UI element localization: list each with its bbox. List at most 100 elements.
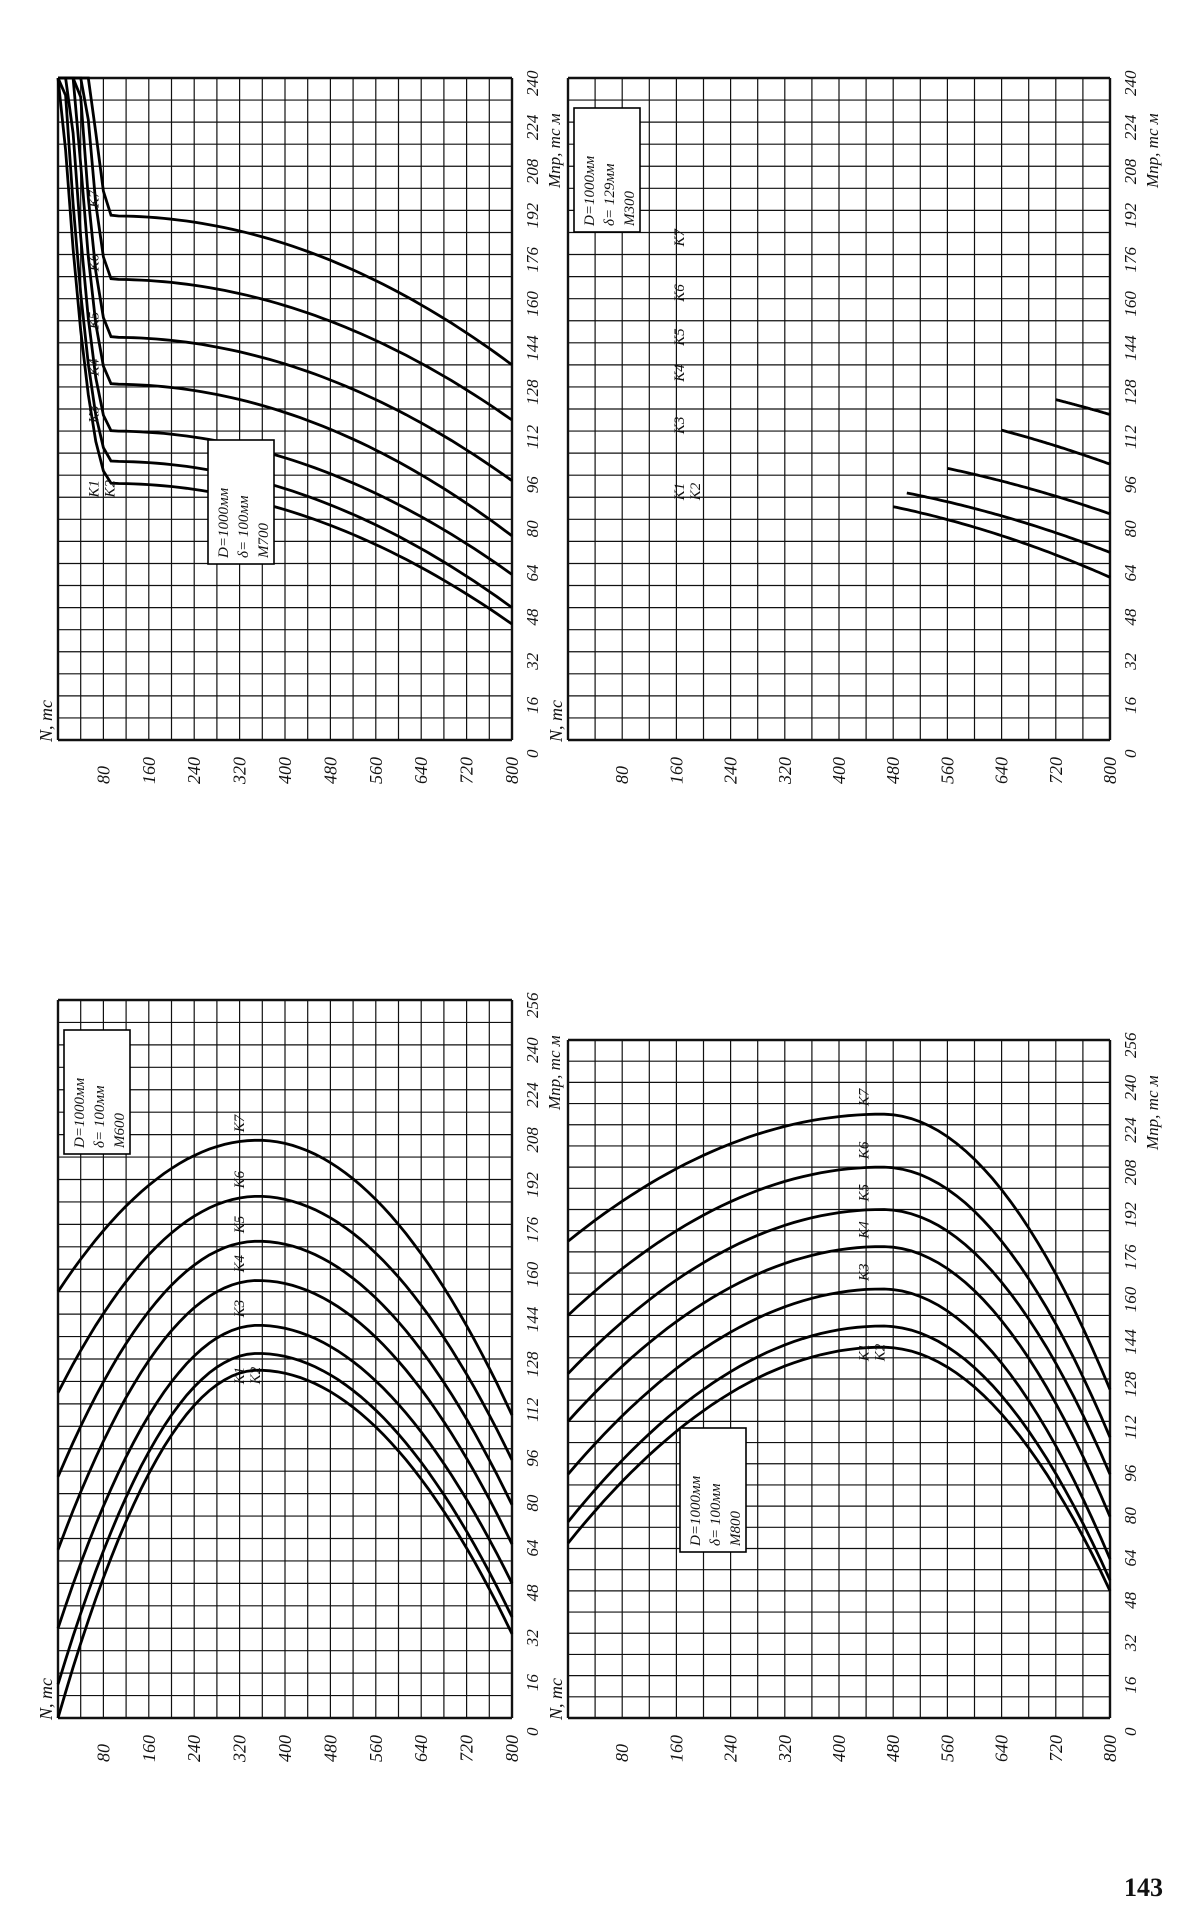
y-tick-label: 560 — [937, 757, 957, 784]
x-tick-label: 96 — [523, 1449, 542, 1467]
curve-k6 — [56, 1195, 514, 1461]
x-tick-label: 80 — [523, 520, 542, 538]
x-tick-label: 64 — [1121, 564, 1140, 582]
curve-k7 — [567, 1112, 1112, 1391]
chart-2: K1 K2K3K4K5K6K780072064056048040032024016… — [546, 70, 1162, 785]
y-tick-label: 240 — [184, 757, 204, 784]
curve-k3 — [56, 1324, 514, 1629]
curve-k2 — [906, 491, 1111, 554]
y-tick-label: 800 — [502, 1735, 522, 1762]
x-tick-label: 144 — [1121, 335, 1140, 361]
series-label-k7: K7 — [232, 1113, 248, 1133]
series-label-k2: K2 — [248, 1366, 264, 1385]
x-tick-label: 80 — [523, 1494, 542, 1512]
series-label-k2: K2 — [688, 482, 704, 501]
series-label-k2: K2 — [872, 1343, 888, 1362]
y-axis-title: N, тс — [546, 1678, 566, 1721]
y-tick-label: 160 — [666, 1735, 686, 1762]
x-tick-label: 0 — [523, 749, 542, 758]
y-tick-label: 240 — [184, 1735, 204, 1762]
x-tick-label: 192 — [523, 1172, 542, 1198]
annotation-line: δ= 100мм — [708, 1483, 724, 1546]
annotation-box — [63, 1029, 131, 1155]
y-tick-label: 800 — [502, 757, 522, 784]
annotation-line: δ= 100мм — [92, 1085, 108, 1148]
y-tick-label: 320 — [230, 1735, 250, 1763]
x-tick-label: 128 — [523, 1351, 542, 1377]
x-tick-label: 80 — [1121, 1507, 1140, 1525]
x-tick-label: 224 — [523, 1082, 542, 1108]
series-label-k6: K6 — [672, 284, 688, 303]
y-tick-label: 160 — [139, 1735, 159, 1762]
x-tick-label: 32 — [523, 1629, 542, 1648]
x-tick-label: 240 — [1121, 1074, 1140, 1100]
chart-3: K1 K2K3K4K5K6K780072064056048040032024016… — [36, 992, 564, 1763]
y-tick-label: 80 — [612, 766, 632, 784]
curve-k5 — [566, 1208, 1112, 1475]
y-tick-label: 400 — [829, 1735, 849, 1762]
annotation-box — [207, 439, 275, 565]
x-tick-label: 176 — [523, 1216, 542, 1242]
series-label-k5: K5 — [856, 1183, 872, 1202]
x-tick-label: 240 — [523, 1037, 542, 1063]
curve-k4 — [58, 76, 513, 538]
y-tick-label: 160 — [139, 757, 159, 784]
series-label-k1: K1 — [672, 483, 688, 502]
x-tick-label: 176 — [1121, 247, 1140, 273]
curve-k3 — [947, 467, 1111, 516]
y-tick-label: 560 — [366, 1735, 386, 1762]
x-tick-label: 48 — [1121, 1591, 1140, 1609]
curve-k1 — [56, 1368, 514, 1719]
x-tick-label: 240 — [523, 70, 542, 96]
series-label-k4: K4 — [672, 364, 688, 383]
x-tick-label: 112 — [1121, 424, 1140, 449]
x-tick-label: 192 — [1121, 202, 1140, 228]
curve-k2 — [56, 1352, 514, 1685]
y-tick-label: 480 — [320, 757, 340, 784]
x-tick-label: 0 — [523, 1727, 542, 1736]
chart-4: K1 K2K3K4K5K6K780072064056048040032024016… — [546, 1032, 1162, 1763]
x-tick-label: 176 — [1121, 1244, 1140, 1270]
annotation-line: D=1000мм — [582, 155, 598, 227]
curve-k4 — [566, 1245, 1112, 1518]
y-tick-label: 480 — [883, 1735, 903, 1762]
y-tick-label: 720 — [1046, 757, 1066, 784]
x-tick-label: 192 — [1121, 1202, 1140, 1228]
y-tick-label: 560 — [366, 757, 386, 784]
y-tick-label: 480 — [320, 1735, 340, 1762]
y-tick-label: 240 — [721, 757, 741, 784]
annotation-line: M600 — [112, 1113, 128, 1149]
series-label-k1: K1 — [232, 1367, 248, 1386]
x-tick-label: 144 — [1121, 1329, 1140, 1355]
annotation-line: D=1000мм — [72, 1077, 88, 1149]
series-label-k3: K3 — [86, 406, 102, 425]
series-label-k4: K4 — [86, 358, 102, 377]
annotation-line: M700 — [256, 523, 272, 559]
series-label-k7: K7 — [672, 228, 688, 248]
annotation-line: δ= 129мм — [602, 163, 618, 226]
x-tick-label: 208 — [523, 1127, 542, 1153]
y-tick-label: 720 — [457, 757, 477, 784]
annotation-line: M800 — [728, 1511, 744, 1547]
curve-k3 — [566, 1287, 1112, 1560]
x-tick-label: 0 — [1121, 749, 1140, 758]
curve-k6 — [58, 76, 513, 422]
x-tick-label: 208 — [1121, 158, 1140, 184]
y-tick-label: 160 — [666, 757, 686, 784]
series-label-k1: K1 — [86, 480, 102, 499]
series-label-k2: K2 — [102, 479, 118, 498]
y-axis-title: N, тс — [36, 1678, 56, 1721]
annotation-box — [573, 107, 641, 233]
series-label-k4: K4 — [232, 1254, 248, 1273]
curve-k5 — [1055, 398, 1111, 416]
curve-k4 — [1001, 428, 1111, 466]
y-tick-label: 640 — [411, 757, 431, 784]
series-label-k5: K5 — [672, 328, 688, 347]
x-tick-label: 240 — [1121, 70, 1140, 96]
x-tick-label: 160 — [1121, 1286, 1140, 1312]
y-tick-label: 400 — [829, 757, 849, 784]
x-tick-label: 48 — [1121, 608, 1140, 626]
series-label-k4: K4 — [856, 1221, 872, 1240]
x-tick-label: 160 — [1121, 291, 1140, 317]
x-tick-label: 16 — [523, 696, 542, 714]
